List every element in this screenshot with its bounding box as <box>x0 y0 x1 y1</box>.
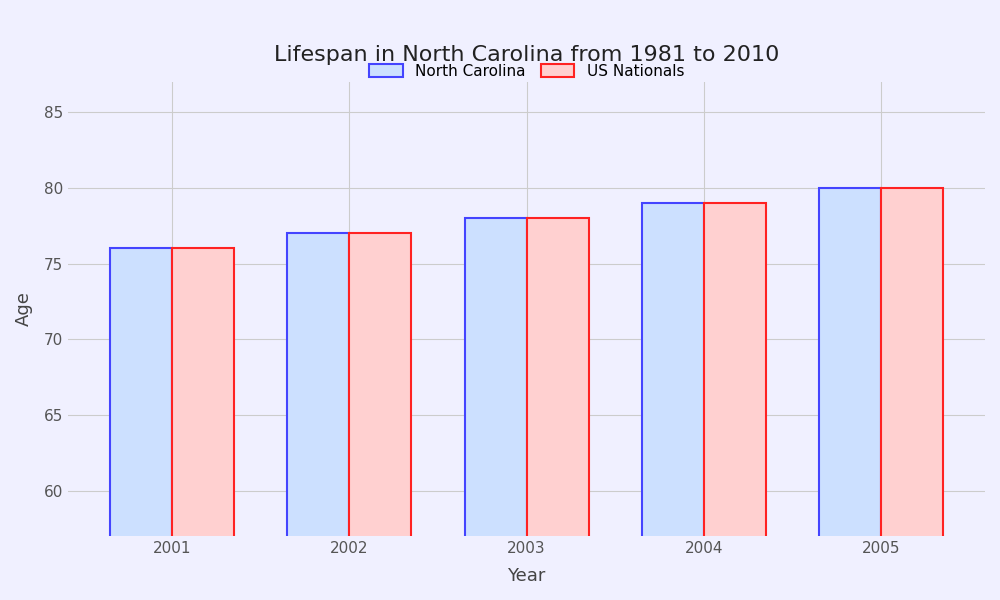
Bar <box>110 248 172 600</box>
Y-axis label: Age: Age <box>15 292 33 326</box>
Bar <box>704 203 766 600</box>
Bar <box>349 233 411 600</box>
Legend: North Carolina, US Nationals: North Carolina, US Nationals <box>363 58 690 85</box>
Title: Lifespan in North Carolina from 1981 to 2010: Lifespan in North Carolina from 1981 to … <box>274 45 779 65</box>
Bar <box>819 188 881 600</box>
Bar <box>881 188 943 600</box>
Bar <box>527 218 589 600</box>
Bar <box>172 248 234 600</box>
Bar <box>465 218 527 600</box>
X-axis label: Year: Year <box>507 567 546 585</box>
Bar <box>287 233 349 600</box>
Bar <box>642 203 704 600</box>
